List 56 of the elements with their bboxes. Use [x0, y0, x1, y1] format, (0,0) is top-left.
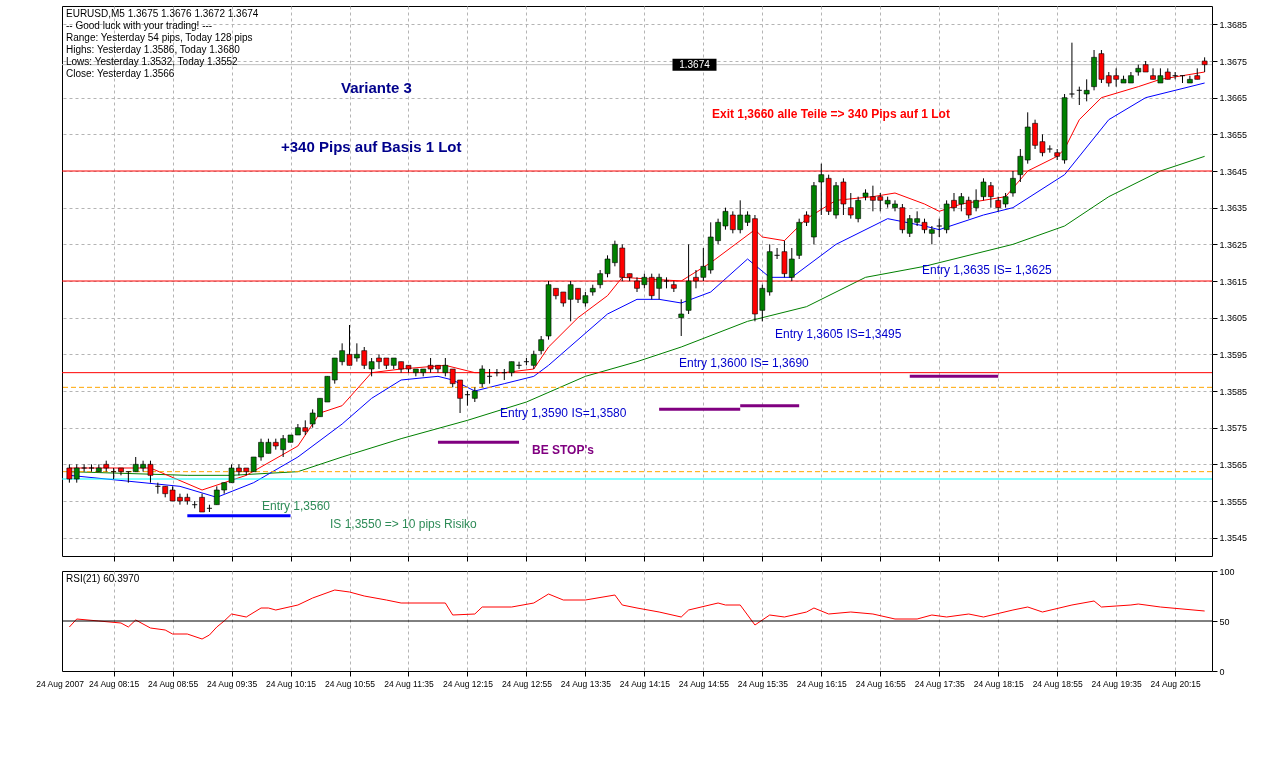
annotation: Entry 1,3600 IS= 1,3690	[679, 356, 810, 370]
annotation: BE STOP's	[532, 443, 595, 457]
y-tick-label: 1.3635	[1219, 203, 1248, 214]
x-tick-label: 24 Aug 12:15	[442, 678, 494, 689]
x-tick-label: 24 Aug 09:35	[207, 678, 258, 689]
x-tick-label: 24 Aug 15:35	[737, 678, 789, 689]
x-tick-label: 24 Aug 13:35	[560, 678, 612, 689]
y-tick-label: 1.3665	[1219, 93, 1248, 104]
y-tick-label: 1.3675	[1219, 56, 1248, 67]
x-tick-label: 24 Aug 10:55	[324, 678, 376, 689]
y-tick-label: 1.3655	[1219, 129, 1248, 140]
y-tick-label: 1.3645	[1219, 166, 1248, 177]
annotation: +340 Pips auf Basis 1 Lot	[281, 138, 462, 155]
x-tick-label: 24 Aug 18:15	[973, 678, 1025, 689]
annotation: Range: Yesterday 54 pips, Today 128 pips	[66, 32, 253, 43]
annotation: IS 1,3550 => 10 pips Risiko	[330, 517, 478, 531]
x-tick-label: 24 Aug 12:55	[501, 678, 553, 689]
annotation: Entry 1,3605 IS=1,3495	[775, 327, 902, 341]
x-tick-label: 24 Aug 08:55	[148, 678, 199, 689]
x-tick-label: 24 Aug 14:55	[678, 678, 730, 689]
annotation: Entry 1,3590 IS=1,3580	[500, 406, 627, 420]
y-tick-label: 1.3545	[1219, 533, 1248, 544]
chart-title: EURUSD,M5 1.3675 1.3676 1.3672 1.3674	[66, 8, 259, 19]
x-tick-label: 24 Aug 14:15	[619, 678, 671, 689]
annotation: Variante 3	[341, 79, 412, 96]
y-tick-label: 1.3685	[1219, 19, 1248, 30]
chart-title: RSI(21) 60.3970	[66, 573, 140, 584]
y-tick-label: 1.3585	[1219, 386, 1248, 397]
x-tick-label: 24 Aug 18:55	[1032, 678, 1084, 689]
annotation: Exit 1,3660 alle Teile => 340 Pips auf 1 Lot	[712, 107, 950, 121]
x-tick-label: 24 Aug 16:15	[796, 678, 848, 689]
x-tick-label: 24 Aug 20:15	[1150, 678, 1201, 689]
y-tick-label: 1.3615	[1219, 276, 1248, 287]
annotation: Lows: Yesterday 1.3532, Today 1.3552	[66, 56, 239, 67]
y-tick-label: 100	[1219, 566, 1235, 577]
annotation: Entry 1,3635 IS= 1,3625	[922, 263, 1053, 277]
text: 24 Aug 2007	[36, 679, 85, 689]
annotation: Close: Yesterday 1.3566	[66, 68, 175, 79]
y-tick-label: 1.3565	[1219, 459, 1248, 470]
x-tick-label: 24 Aug 16:55	[855, 678, 907, 689]
y-tick-label: 50	[1219, 616, 1230, 627]
x-tick-label: 24 Aug 17:35	[914, 678, 966, 689]
y-tick-label: 1.3605	[1219, 313, 1248, 324]
y-tick-label: 1.3625	[1219, 239, 1248, 250]
annotation: Highs: Yesterday 1.3586, Today 1.3680	[66, 44, 241, 55]
annotation: Entry 1,3560	[262, 499, 331, 513]
y-tick-label: 1.3595	[1219, 349, 1248, 360]
x-tick-label: 24 Aug 08:15	[89, 678, 140, 689]
y-tick-label: 1.3575	[1219, 423, 1248, 434]
y-tick-label: 1.3555	[1219, 496, 1248, 507]
x-tick-label: 24 Aug 19:35	[1091, 678, 1142, 689]
ref-line-label: 1.3674	[679, 58, 711, 70]
x-tick-label: 24 Aug 10:15	[265, 678, 317, 689]
x-tick-label: 24 Aug 11:35	[384, 678, 434, 689]
annotation: -- Good luck with your trading! ---	[66, 20, 213, 31]
y-tick-label: 0	[1219, 666, 1225, 677]
